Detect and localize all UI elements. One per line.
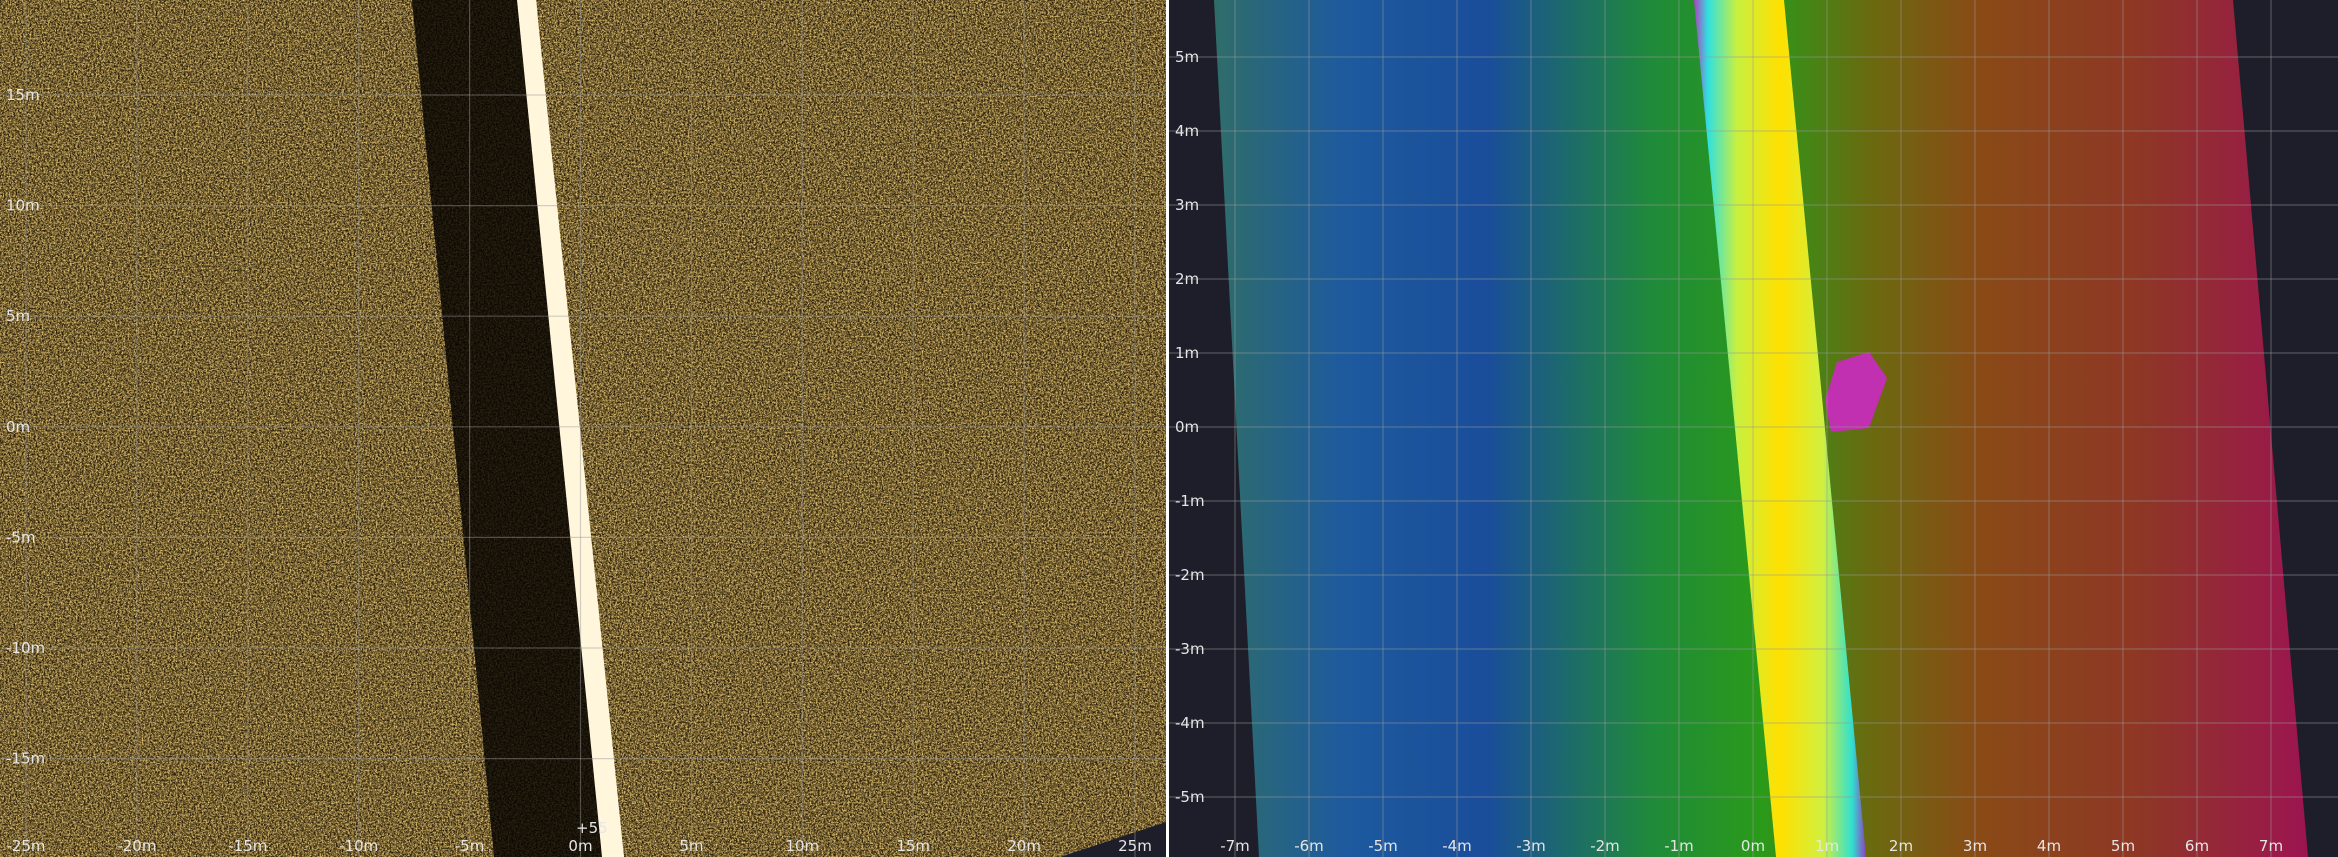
x-tick-label: 25m [1118,837,1152,855]
y-tick-label: 2m [1175,270,1199,288]
x-tick-label: -2m [1590,837,1620,855]
y-tick-label: -5m [6,528,36,546]
y-tick-label: 5m [1175,48,1199,66]
screenshot: -25m -20m -15m -10m -5m 0m 5m 10m 15m 20m 25m 15m 10… [0,0,2338,857]
y-tick-label: 10m [6,197,40,215]
x-tick-label: 0m [568,837,592,855]
x-tick-label: -3m [1516,837,1546,855]
bathymetry-panel: -7m -6m -5m -4m -3m -2m -1m 0m 1m 2m 3m 4m 5m 6m 7m 5m 4… [1169,0,2338,857]
y-tick-label: 1m [1175,344,1199,362]
x-tick-label: -1m [1664,837,1694,855]
x-tick-label: 0m [1741,837,1765,855]
x-tick-label: 2m [1889,837,1913,855]
x-tick-label: 7m [2259,837,2283,855]
x-tick-label: 15m [896,837,930,855]
x-tick-label: 5m [2111,837,2135,855]
y-tick-label: 5m [6,307,30,325]
x-tick-label: 3m [1963,837,1987,855]
x-tick-label: -10m [339,837,378,855]
x-tick-label: -7m [1220,837,1250,855]
x-tick-label: 5m [679,837,703,855]
y-tick-label: -5m [1175,788,1205,806]
sidescan-panel: -25m -20m -15m -10m -5m 0m 5m 10m 15m 20m 25m 15m 10… [0,0,1166,857]
y-tick-label: 0m [6,418,30,436]
divider [1166,0,1169,857]
y-tick-label: -3m [1175,640,1205,658]
y-tick-label: 4m [1175,122,1199,140]
x-tick-label: 6m [2185,837,2209,855]
y-tick-label: 15m [6,86,40,104]
x-tick-label: 1m [1815,837,1839,855]
x-tick-label: -5m [455,837,485,855]
x-tick-label: -20m [117,837,156,855]
y-tick-label: -2m [1175,566,1205,584]
y-tick-label: 3m [1175,196,1199,214]
x-tick-label: 10m [785,837,819,855]
y-tick-label: -15m [6,750,45,768]
x-tick-label: -25m [6,837,45,855]
y-tick-label: 0m [1175,418,1199,436]
x-tick-label: -4m [1442,837,1472,855]
x-tick-label: 4m [2037,837,2061,855]
x-tick-label: -15m [228,837,267,855]
y-tick-label: -4m [1175,714,1205,732]
position-marker: +55 [576,819,608,837]
y-tick-label: -10m [6,639,45,657]
x-tick-label: -5m [1368,837,1398,855]
x-tick-label: 20m [1007,837,1041,855]
x-tick-label: -6m [1294,837,1324,855]
y-tick-label: -1m [1175,492,1205,510]
